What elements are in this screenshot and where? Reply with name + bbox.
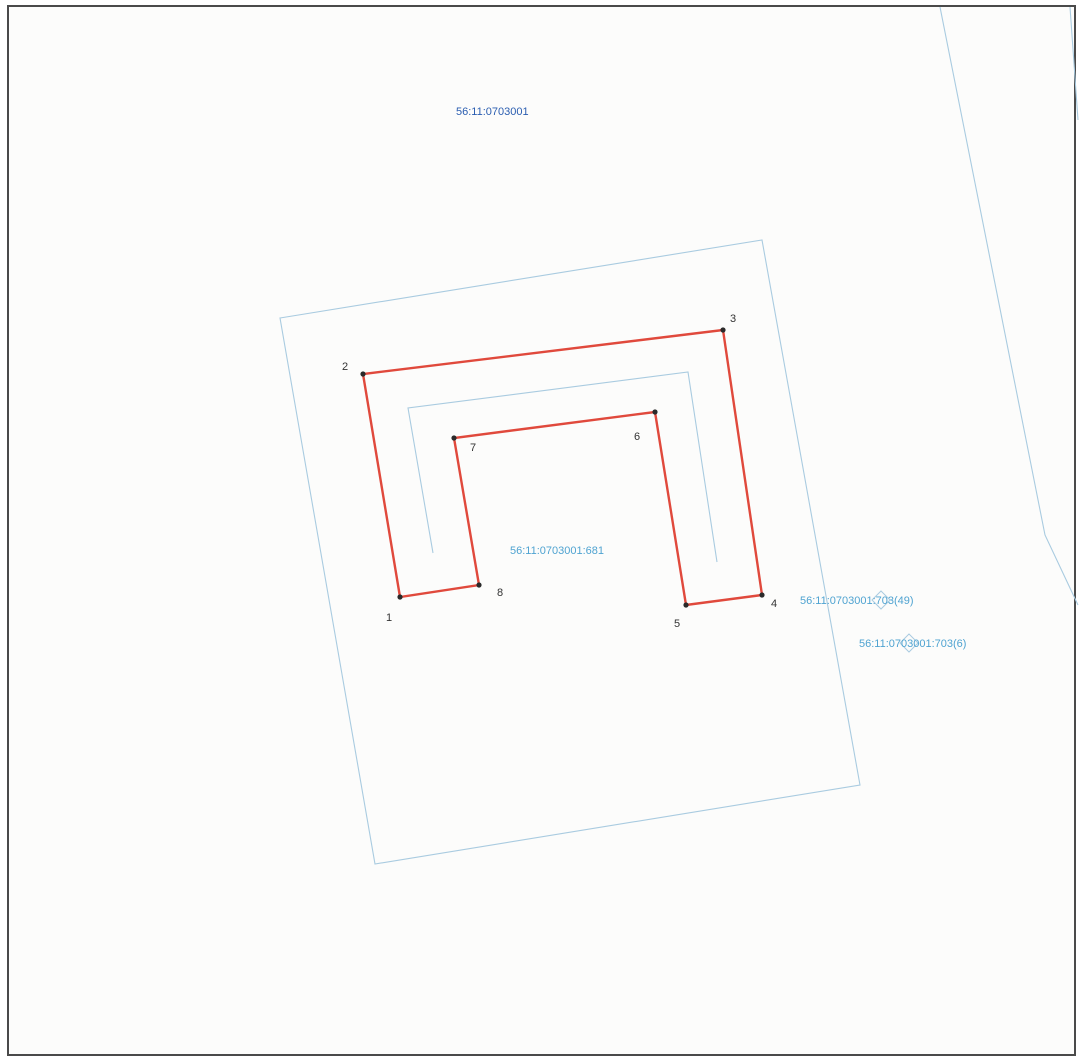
point-label-8: 8 xyxy=(497,587,503,599)
vertex-7 xyxy=(451,435,457,441)
point-label-7: 7 xyxy=(470,442,476,454)
point-label-5: 5 xyxy=(674,618,680,630)
point-label-6: 6 xyxy=(634,431,640,443)
diamond-marker-6 xyxy=(899,633,919,653)
parcel-number-label-49: 56:11:0703001:703(49) xyxy=(800,595,914,607)
point-label-4: 4 xyxy=(771,598,777,610)
map-frame xyxy=(7,5,1076,1056)
diamond-marker-49 xyxy=(871,590,891,610)
road-boundary-right xyxy=(1069,6,1079,121)
inner-guide-line xyxy=(407,371,718,563)
parcel-boundary-outer xyxy=(279,239,861,865)
vertex-4 xyxy=(759,592,765,598)
vertex-2 xyxy=(360,371,366,377)
vertex-labels: 1 2 3 4 5 6 7 8 xyxy=(342,313,777,630)
point-label-2: 2 xyxy=(342,361,348,373)
vertex-1 xyxy=(397,594,403,600)
point-label-1: 1 xyxy=(386,612,392,624)
vertex-8 xyxy=(476,582,482,588)
point-label-3: 3 xyxy=(730,313,736,325)
road-boundary-left xyxy=(939,6,1079,606)
vertex-5 xyxy=(683,602,689,608)
quarter-number-label: 56:11:0703001 xyxy=(456,106,529,118)
parcel-number-label-6: 56:11:0703001:703(6) xyxy=(859,638,966,650)
vertex-markers xyxy=(360,327,765,608)
parcel-number-label-main: 56:11:0703001:681 xyxy=(510,545,604,557)
vertex-6 xyxy=(652,409,658,415)
vertex-3 xyxy=(720,327,726,333)
